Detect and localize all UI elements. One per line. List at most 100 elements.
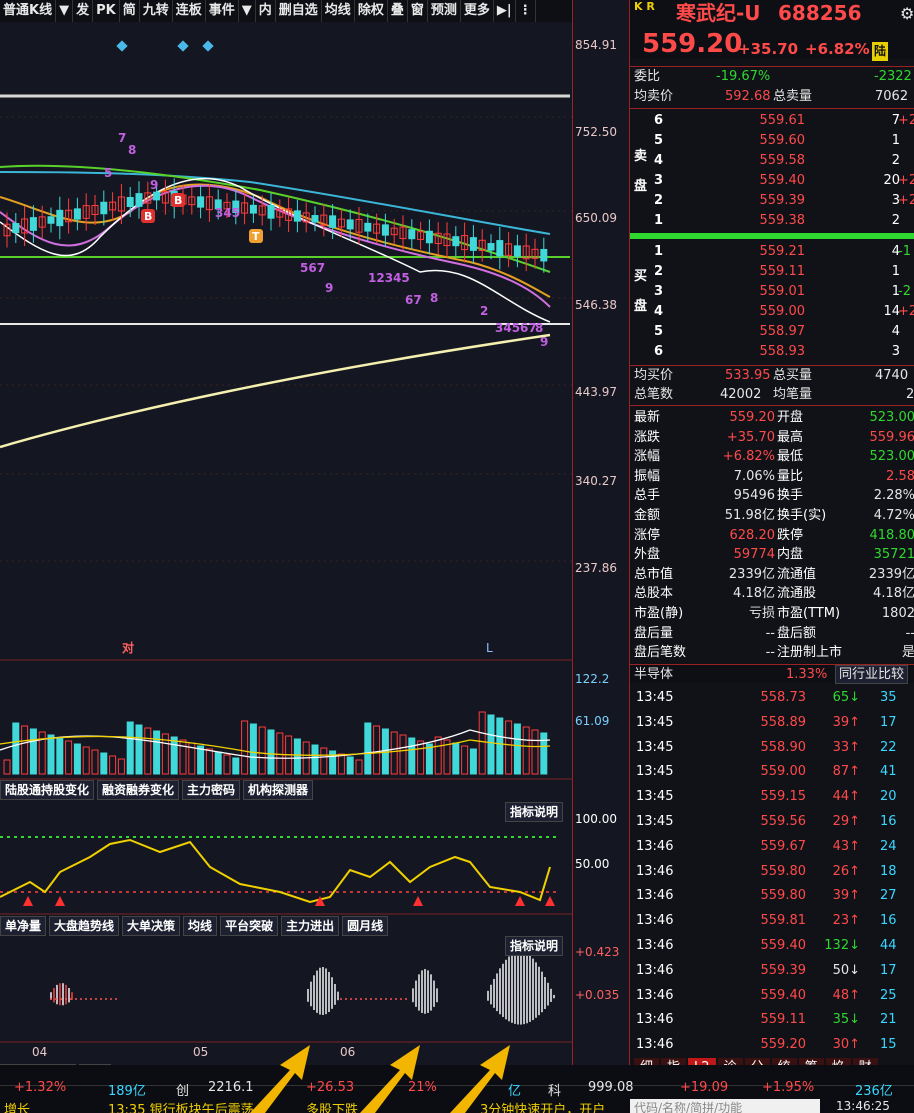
price-axis: 854.91 752.50 650.09 546.38 443.97 340.27 237.…	[572, 0, 628, 1065]
buy-level-2[interactable]: 2 559.11 1	[630, 262, 914, 281]
toolbar-item-18[interactable]: ⋮	[516, 0, 536, 22]
stat-value: 95496	[733, 488, 775, 504]
toolbar-item-2[interactable]: 发	[73, 0, 94, 22]
buy-level-5[interactable]: 5 558.97 4	[630, 322, 914, 341]
status-star-change: +19.09	[680, 1080, 729, 1095]
price-tick-6: 237.86	[575, 561, 617, 575]
toolbar-item-4[interactable]: 简	[120, 0, 140, 22]
industry-compare-button[interactable]: 同行业比较	[835, 665, 909, 684]
stat-row: 振幅 7.06% 量比 2.58	[630, 467, 914, 486]
toolbar-item-10[interactable]: 删自选	[276, 0, 322, 22]
tabs_low-tab-5[interactable]: 主力进出	[281, 916, 340, 936]
sell-level-4[interactable]: 4 559.58 2	[630, 151, 914, 170]
toolbar-item-8[interactable]: ▼	[239, 0, 256, 22]
level-volume: 7	[891, 113, 900, 128]
tick-count: 22	[880, 739, 897, 755]
sector-name[interactable]: 半导体	[634, 667, 674, 682]
tick-price: 559.56	[760, 814, 807, 829]
stat-row: 盘后量--盘后额--	[630, 624, 914, 643]
level-volume: 1	[891, 133, 900, 148]
stat-value-2: 1802	[881, 606, 914, 621]
tabs_low-tab-0[interactable]: 单净量	[0, 916, 47, 936]
sell-level-2[interactable]: 2 559.39 3 +2	[630, 191, 914, 210]
time-label: 04	[32, 1045, 47, 1059]
stat-label-2: 盘后额	[777, 625, 817, 641]
status-star-pct: +1.95%	[762, 1080, 815, 1095]
stat-label-2: 市盈(TTM)	[777, 606, 841, 621]
tick-time: 13:45	[636, 739, 674, 755]
tabs_mid-tab-1[interactable]: 融资融券变化	[97, 780, 180, 800]
tabs_low-tab-2[interactable]: 大单决策	[122, 916, 181, 936]
tabs_low-tab-6[interactable]: 圆月线	[342, 916, 389, 936]
tick-volume: 23↑	[832, 913, 860, 929]
toolbar-item-1[interactable]: ▼	[56, 0, 74, 22]
weibi-label: 委比	[634, 69, 661, 84]
tabs_low-tab-1[interactable]: 大盘趋势线	[49, 916, 120, 936]
stat-row: 总手 95496 换手 2.28%	[630, 486, 914, 505]
tick-time: 13:46	[636, 838, 674, 854]
level-volume: 2	[891, 213, 900, 228]
td-marker: 345	[215, 206, 240, 220]
toolbar-item-9[interactable]: 内	[256, 0, 276, 22]
sell-level-3[interactable]: 3 559.40 20 +2	[630, 171, 914, 190]
stat-label: 最新	[634, 410, 661, 425]
stat-label: 总股本	[634, 586, 674, 602]
level-index: 2	[654, 264, 664, 279]
buy-level-1[interactable]: 1 559.21 4 -1	[630, 242, 914, 261]
toolbar-item-5[interactable]: 九转	[140, 0, 173, 22]
level-change: +2	[898, 193, 914, 208]
toolbar-item-16[interactable]: 更多	[461, 0, 494, 22]
toolbar-item-14[interactable]: 窗	[408, 0, 428, 22]
stat-value: 2339亿	[728, 566, 775, 582]
indicator-help-button[interactable]: 指标说明	[505, 802, 564, 822]
stat-label: 盘后笔数	[634, 645, 687, 661]
buy-level-3[interactable]: 3 559.01 1 -2	[630, 282, 914, 301]
indicator-help-button-2[interactable]: 指标说明	[505, 936, 564, 956]
stat-value: 59774	[733, 547, 775, 563]
buy-level-6[interactable]: 6 558.93 3	[630, 342, 914, 361]
status-bar: +1.32% 189亿 创 2216.1 +26.53 21% 亿 科 999.…	[0, 1065, 914, 1113]
stat-value: --	[765, 625, 775, 641]
buy-level-4[interactable]: 4 559.00 14 +2	[630, 302, 914, 321]
tick-count: 25	[880, 987, 897, 1003]
td-marker: 9	[150, 178, 158, 192]
search-input[interactable]: 代码/名称/简拼/功能	[630, 1099, 820, 1113]
status-star-amount: 236亿	[855, 1084, 893, 1099]
tick-count: 17	[880, 714, 897, 730]
toolbar-item-12[interactable]: 除权	[355, 0, 388, 22]
gear-icon[interactable]: ⚙	[900, 4, 914, 23]
news-ticker-1[interactable]: 增长	[4, 1103, 31, 1113]
level-index: 2	[654, 193, 664, 208]
sell-level-1[interactable]: 1 559.38 2	[630, 211, 914, 230]
td-marker: 5	[104, 166, 112, 180]
td-marker: 8	[128, 143, 136, 157]
news-ticker-4[interactable]: 3分钟快速开户，开户	[480, 1103, 606, 1113]
tick-row: 13:45 559.00 87↑ 41	[630, 762, 914, 781]
stat-value-2: 523.00	[869, 449, 914, 465]
stat-row: 涨幅 +6.82% 最低 523.00	[630, 447, 914, 466]
news-ticker-3[interactable]: 多股下跌	[306, 1103, 359, 1113]
toolbar-item-17[interactable]: ▶|	[494, 0, 516, 22]
tick-count: 20	[880, 789, 897, 805]
level-volume: 3	[891, 344, 900, 359]
toolbar-item-7[interactable]: 事件	[206, 0, 239, 22]
tabs_mid-tab-3[interactable]: 机构探测器	[243, 780, 314, 800]
tabs_low-tab-4[interactable]: 平台突破	[220, 916, 279, 936]
tick-count: 17	[880, 962, 897, 978]
sell-level-5[interactable]: 5 559.60 1	[630, 131, 914, 150]
toolbar-item-6[interactable]: 连板	[173, 0, 206, 22]
tabs_mid-tab-2[interactable]: 主力密码	[182, 780, 241, 800]
toolbar-item-15[interactable]: 预测	[428, 0, 461, 22]
tabs_mid-tab-0[interactable]: 陆股通持股变化	[0, 780, 95, 800]
toolbar-item-13[interactable]: 叠	[388, 0, 408, 22]
toolbar-item-3[interactable]: PK	[93, 0, 120, 22]
tabs_low-tab-3[interactable]: 均线	[183, 916, 218, 936]
toolbar-item-0[interactable]: 普通K线	[0, 0, 57, 22]
tick-volume: 39↑	[832, 714, 860, 730]
toolbar-item-11[interactable]: 均线	[322, 0, 355, 22]
news-ticker-2[interactable]: 13:35 银行板块午后震荡	[108, 1103, 254, 1113]
clock: 13:46:25	[836, 1099, 890, 1113]
level-price: 559.01	[759, 284, 806, 299]
sell-level-6[interactable]: 6 559.61 7 +2	[630, 111, 914, 130]
